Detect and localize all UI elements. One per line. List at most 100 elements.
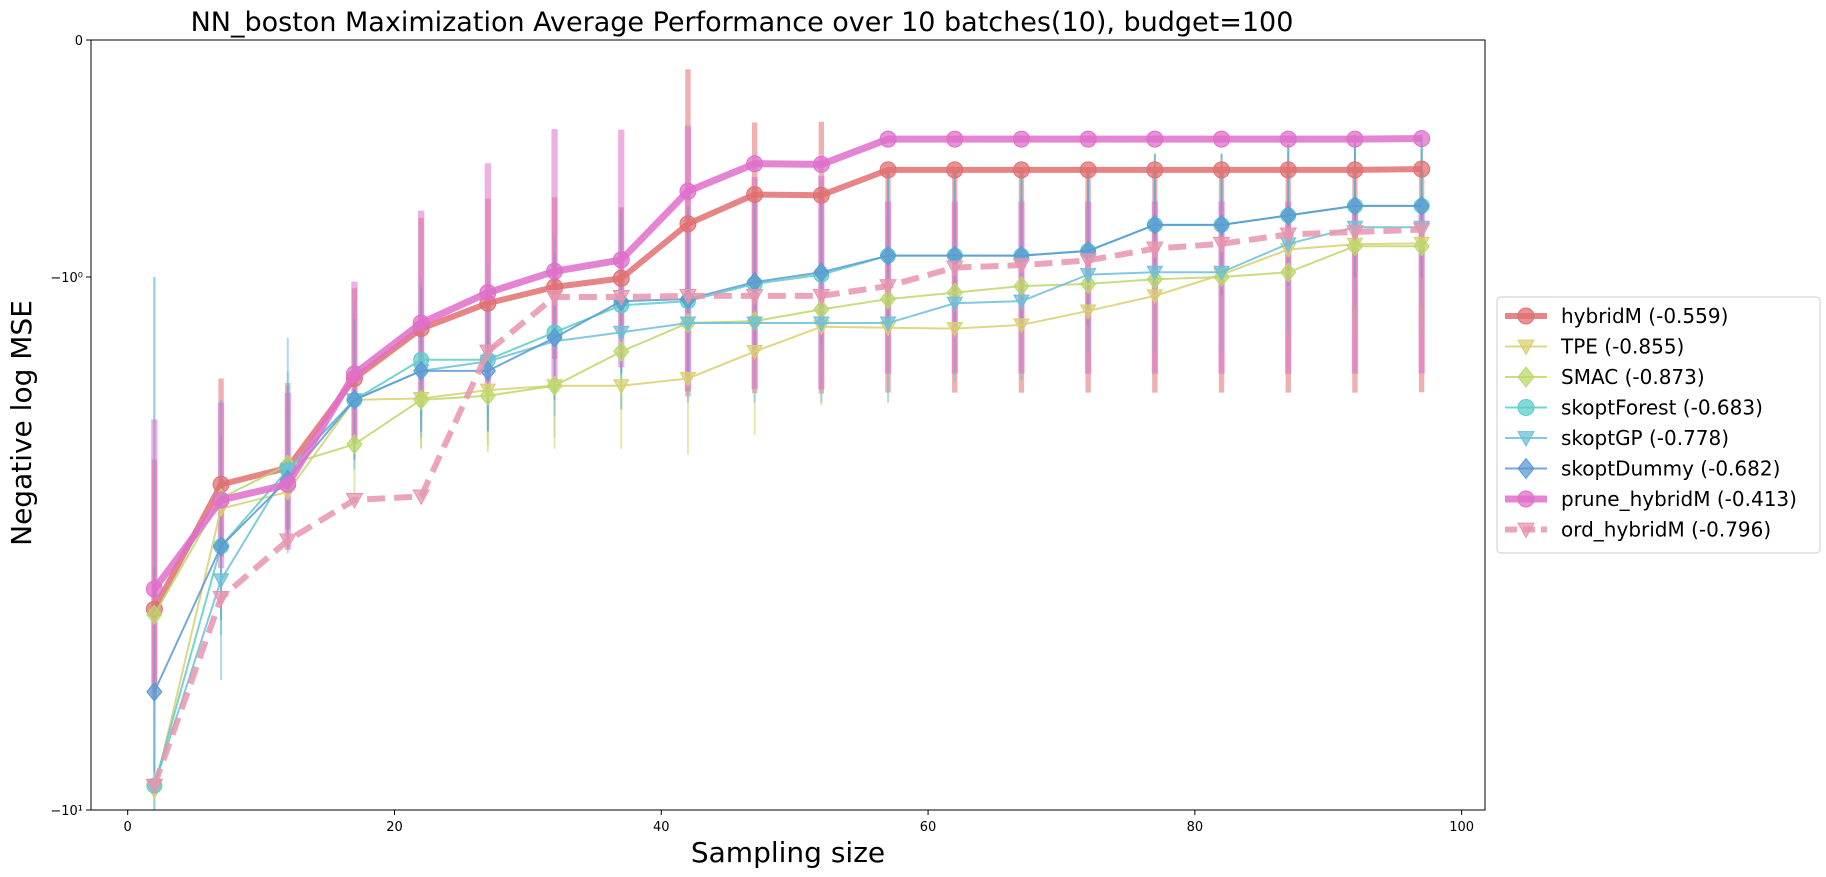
data-point: [612, 325, 630, 341]
data-point: [679, 371, 697, 387]
legend-entry: hybridM (-0.559): [1505, 304, 1728, 328]
series-line: [153, 245, 1422, 616]
data-point: [1517, 431, 1535, 448]
data-point: [879, 245, 897, 266]
data-point: [879, 130, 897, 148]
series-7: [145, 222, 1431, 795]
x-tick-label: 20: [386, 820, 403, 835]
data-point: [612, 290, 631, 306]
data-point: [1012, 130, 1030, 148]
data-point: [1413, 160, 1431, 178]
series-line: [151, 166, 1422, 611]
data-point: [1279, 227, 1298, 244]
data-point: [1012, 161, 1030, 179]
x-tick-label: 80: [1187, 820, 1204, 835]
data-point: [746, 345, 764, 361]
plot-area: [145, 69, 1431, 810]
data-point: [278, 533, 297, 550]
x-tick-label: 60: [920, 820, 937, 835]
data-point: [1346, 225, 1364, 241]
data-point: [1280, 205, 1297, 226]
data-point: [1346, 130, 1364, 148]
data-point: [1079, 161, 1097, 179]
data-point: [613, 341, 630, 362]
x-tick-label: 100: [1449, 820, 1474, 835]
legend-entry: TPE (-0.855): [1505, 335, 1684, 359]
data-point: [946, 130, 964, 148]
data-point: [946, 322, 964, 338]
data-point: [812, 186, 830, 204]
data-point: [412, 314, 430, 332]
data-point: [1517, 307, 1535, 325]
x-tick-label: 0: [124, 820, 132, 835]
axes: 0 20 40 60 80 100 0 −10⁰ −10¹: [50, 34, 1486, 835]
data-point: [1079, 130, 1097, 148]
data-point: [146, 604, 163, 625]
data-point: [879, 161, 897, 179]
data-point: [1079, 253, 1097, 270]
data-point: [545, 290, 564, 306]
data-point: [1146, 289, 1164, 305]
data-point: [212, 590, 230, 607]
data-point: [1346, 236, 1364, 257]
data-point: [1146, 265, 1164, 281]
legend: hybridM (-0.559) TPE (-0.855) SMAC (-0.873…: [1496, 296, 1821, 554]
y-tick-label: −10⁰: [50, 271, 83, 286]
data-point: [1413, 195, 1430, 217]
data-point: [612, 379, 630, 395]
x-tick-label: 40: [653, 820, 670, 835]
data-point: [679, 182, 697, 200]
data-point: [345, 493, 364, 509]
data-point: [1013, 294, 1030, 310]
data-point: [1146, 161, 1164, 179]
data-point: [1279, 130, 1297, 148]
data-point: [1013, 318, 1030, 334]
data-point: [1145, 241, 1164, 258]
data-point: [279, 475, 297, 493]
data-point: [345, 365, 363, 383]
legend-label: TPE (-0.855): [1560, 335, 1684, 359]
data-point: [1213, 130, 1231, 148]
chart-title: NN_boston Maximization Average Performan…: [191, 7, 1294, 38]
data-point: [612, 251, 630, 269]
data-point: [1412, 222, 1431, 239]
data-point: [346, 389, 363, 411]
data-point: [346, 434, 363, 455]
data-point: [1079, 304, 1097, 320]
legend-entry: ord_hybridM (-0.796): [1505, 518, 1771, 542]
data-point: [1517, 339, 1535, 356]
series-6: [145, 130, 1431, 598]
data-point: [812, 316, 830, 332]
series-line: [151, 135, 1422, 592]
data-point: [1212, 236, 1231, 253]
data-point: [1413, 236, 1430, 257]
legend-label: SMAC (-0.873): [1561, 365, 1705, 389]
legend-entry: SMAC (-0.873): [1505, 365, 1705, 389]
x-axis-label: Sampling size: [691, 836, 885, 869]
data-point: [1517, 366, 1535, 388]
data-point: [546, 262, 564, 280]
legend-label: skoptForest (-0.683): [1561, 396, 1763, 420]
series-line: [151, 226, 1422, 787]
data-point: [879, 288, 897, 310]
data-point: [413, 360, 430, 382]
data-point: [1080, 273, 1097, 295]
data-point: [946, 296, 964, 312]
legend-entry: skoptDummy (-0.682): [1505, 457, 1780, 481]
data-point: [679, 288, 697, 305]
data-point: [1346, 161, 1364, 179]
data-point: [746, 186, 764, 204]
data-point: [612, 269, 630, 287]
y-axis-label: Negative log MSE: [5, 300, 38, 546]
data-point: [812, 155, 830, 173]
data-point: [1213, 214, 1230, 236]
data-point: [145, 580, 163, 598]
legend-label: ord_hybridM (-0.796): [1561, 518, 1771, 542]
data-point: [945, 260, 964, 277]
data-point: [1517, 490, 1535, 508]
data-point: [1517, 399, 1535, 416]
data-point: [812, 288, 831, 305]
data-point: [145, 778, 164, 795]
data-point: [1279, 161, 1297, 179]
